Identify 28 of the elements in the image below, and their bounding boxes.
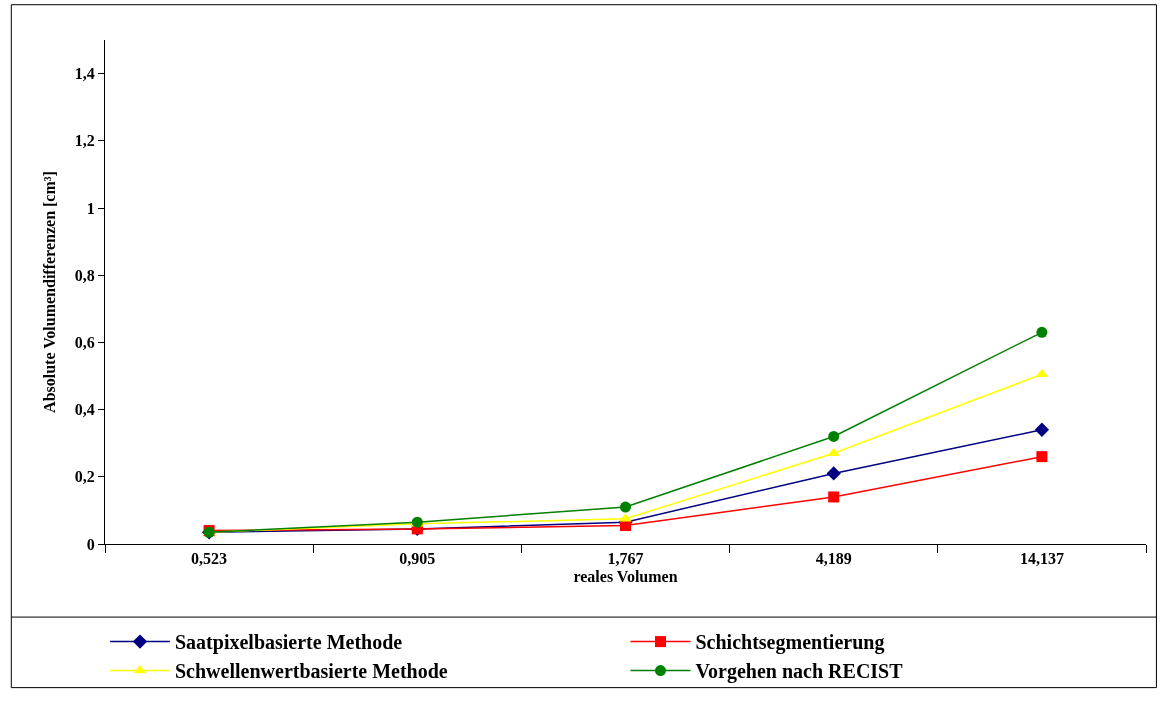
point xyxy=(828,430,840,442)
y-tick-label: 1,4 xyxy=(74,65,95,83)
legend-label: Saatpixelbasierte Methode xyxy=(175,631,403,655)
y-tick-label: 0,2 xyxy=(74,468,95,486)
point xyxy=(826,466,841,481)
point xyxy=(828,491,840,503)
x-tick-label: 14,137 xyxy=(1019,550,1064,568)
x-axis-title: reales Volumen xyxy=(573,567,678,585)
point xyxy=(827,447,841,457)
point xyxy=(620,501,631,513)
y-axis-title: Absolute Volumendifferenzen [cm³] xyxy=(40,171,58,413)
y-tick-label: 0,6 xyxy=(74,334,95,351)
x-tick-label: 0,523 xyxy=(191,550,228,568)
legend-label: Vorgehen nach RECIST xyxy=(695,660,904,684)
point xyxy=(1036,326,1048,338)
y-tick-label: 0 xyxy=(86,535,95,553)
y-tick-label: 0,8 xyxy=(74,266,95,284)
legend-label: Schwellenwertbasierte Methode xyxy=(175,660,448,683)
y-tick-label: 1,2 xyxy=(74,132,95,150)
y-tick-label: 1 xyxy=(86,199,95,217)
point xyxy=(1036,451,1048,463)
point xyxy=(1034,422,1050,437)
point xyxy=(1035,368,1049,378)
y-tick-label: 0,4 xyxy=(74,401,95,419)
x-tick-label: 1,767 xyxy=(607,550,644,568)
x-tick-label: 0,905 xyxy=(399,550,436,568)
x-tick-label: 4,189 xyxy=(815,550,852,568)
legend-label: Schichtsegmentierung xyxy=(695,631,885,655)
